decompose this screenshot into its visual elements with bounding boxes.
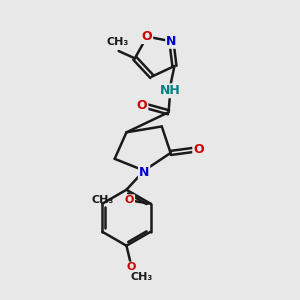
Text: CH₃: CH₃ — [92, 195, 114, 205]
Text: O: O — [125, 195, 134, 205]
Text: CH₃: CH₃ — [106, 38, 128, 47]
Text: N: N — [166, 35, 177, 48]
Text: O: O — [193, 143, 204, 157]
Text: NH: NH — [160, 84, 181, 97]
Text: O: O — [137, 99, 147, 112]
Text: N: N — [139, 166, 149, 178]
Text: CH₃: CH₃ — [130, 272, 152, 282]
Text: O: O — [142, 30, 152, 43]
Text: O: O — [127, 262, 136, 272]
